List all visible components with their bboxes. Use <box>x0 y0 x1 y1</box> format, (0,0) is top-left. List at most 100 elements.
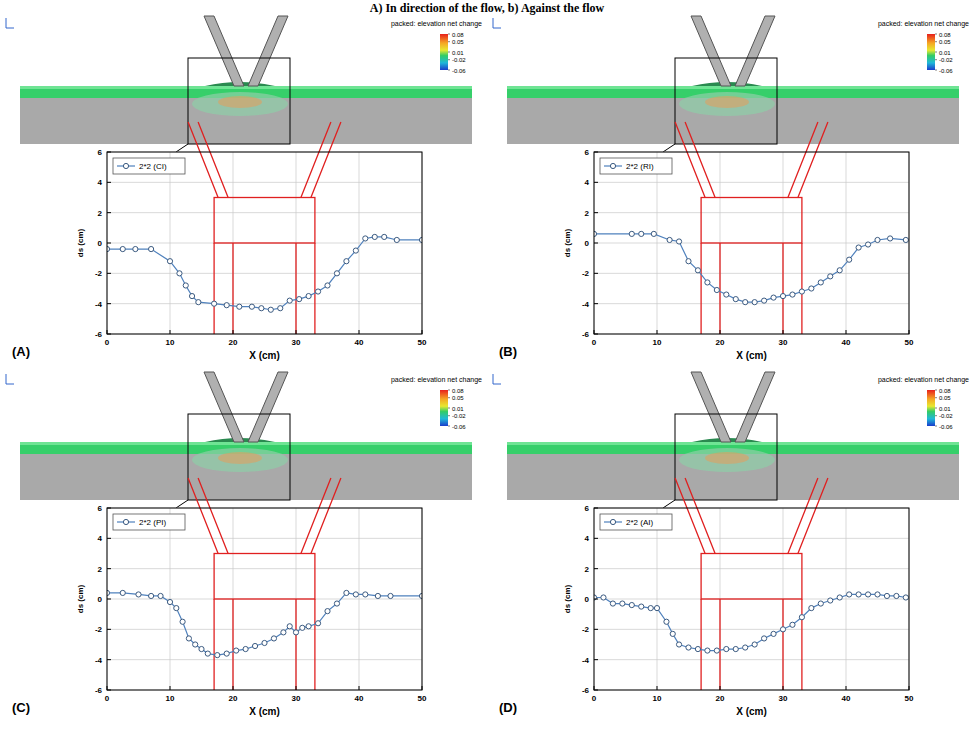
grid-line <box>233 508 234 690</box>
bed-surface-top <box>20 442 472 445</box>
axes-triad <box>6 374 14 384</box>
marker <box>363 236 368 241</box>
y-tick <box>594 212 598 213</box>
legend: 2*2 (CI) <box>113 158 185 174</box>
pile <box>700 599 701 690</box>
marker <box>133 246 138 251</box>
pile <box>232 243 233 334</box>
marker <box>177 271 182 276</box>
y-tick-label: -6 <box>582 330 590 339</box>
y-tick-label: 0 <box>585 239 590 248</box>
zoom-connector <box>176 144 188 152</box>
y-axis-title: ds (cm) <box>76 584 85 613</box>
marker <box>651 231 656 236</box>
zoom-box <box>675 58 777 144</box>
pier-leg <box>788 478 828 554</box>
grid-line <box>107 212 422 213</box>
y-tick <box>107 629 111 630</box>
y-tick <box>107 659 111 660</box>
legend-box <box>600 514 672 530</box>
y-tick <box>594 303 598 304</box>
x-tick <box>783 686 784 690</box>
x-tick <box>422 330 423 334</box>
y-tick-label: -4 <box>95 656 103 665</box>
x-tick <box>594 330 595 334</box>
x-tick <box>594 686 595 690</box>
x-tick-label: 10 <box>653 338 662 347</box>
y-tick-label: -6 <box>95 330 103 339</box>
marker <box>780 293 785 298</box>
y-tick <box>107 690 111 691</box>
y-tick <box>107 152 111 153</box>
grid-line <box>783 152 784 334</box>
pier-schematic <box>675 478 828 690</box>
y-tick-label: 0 <box>98 595 103 604</box>
marker <box>733 646 738 651</box>
marker <box>315 621 320 626</box>
y-tick <box>107 568 111 569</box>
colorbar-tick-label: 0.08 <box>452 32 464 38</box>
panel: packed: elevation net change0.080.050.01… <box>6 372 482 717</box>
marker <box>875 237 880 242</box>
render <box>493 16 959 152</box>
data <box>107 590 422 657</box>
colorbar-tick-label: -0.06 <box>452 424 466 430</box>
marker <box>743 300 748 305</box>
marker <box>199 646 204 651</box>
colorbar-tick-label: -0.06 <box>939 424 953 430</box>
marker <box>212 301 217 306</box>
x-tick-label: 50 <box>418 338 427 347</box>
marker <box>762 298 767 303</box>
marker <box>695 646 700 651</box>
legend-marker <box>610 519 615 524</box>
zoom-box <box>188 414 290 500</box>
marker <box>167 599 172 604</box>
data <box>107 234 422 312</box>
marker <box>193 642 198 647</box>
colorbar-tick <box>935 426 937 427</box>
deposit-zone <box>705 452 749 464</box>
marker <box>809 606 814 611</box>
x-tick-label: 0 <box>592 338 597 347</box>
y-tick-label: 4 <box>585 178 590 187</box>
colorbar-tick <box>935 397 937 398</box>
pier-schematic <box>188 478 341 690</box>
colorbar-tick <box>448 34 450 35</box>
marker <box>875 592 880 597</box>
x-tick <box>233 686 234 690</box>
y-tick-label: -2 <box>582 625 590 634</box>
pier-rod <box>735 16 775 86</box>
x-tick <box>720 330 721 334</box>
marker <box>743 645 748 650</box>
marker <box>186 636 191 641</box>
pier-rod <box>691 16 731 86</box>
colorbar-tick-label: 0.05 <box>939 395 951 401</box>
grid-line <box>296 508 297 690</box>
marker <box>856 245 861 250</box>
grid-line <box>594 273 909 274</box>
marker <box>847 592 852 597</box>
y-tick-label: -2 <box>95 269 103 278</box>
marker <box>167 259 172 264</box>
marker <box>676 239 681 244</box>
marker <box>629 602 634 607</box>
y-tick-label: 2 <box>98 209 103 218</box>
marker <box>790 622 795 627</box>
pier-leg <box>301 122 341 198</box>
render <box>6 372 472 508</box>
panel-label: (D) <box>499 700 517 715</box>
marker <box>837 595 842 600</box>
x-tick-label: 10 <box>653 694 662 703</box>
y-tick <box>107 334 111 335</box>
x-tick-label: 40 <box>842 338 851 347</box>
pile <box>700 243 701 334</box>
grid-line <box>720 508 721 690</box>
series-line <box>107 237 422 310</box>
marker <box>158 593 163 598</box>
x-tick-label: 0 <box>592 694 597 703</box>
y-tick-label: 0 <box>585 595 590 604</box>
pier-rod <box>735 372 775 442</box>
colorbar-tick-label: 0.05 <box>452 39 464 45</box>
y-tick <box>107 212 111 213</box>
colorbar-tick-label: 0.08 <box>939 388 951 394</box>
